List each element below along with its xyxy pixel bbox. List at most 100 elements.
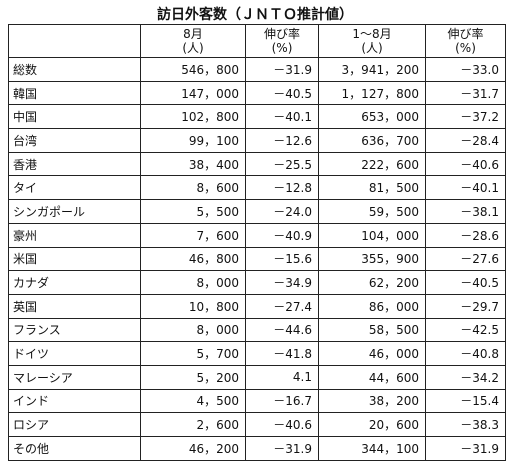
cell: －31.7	[425, 80, 506, 106]
header-line: 1～8月	[352, 27, 392, 41]
cell: －44.6	[245, 317, 319, 343]
cell: 3，941，200	[318, 57, 426, 82]
row-label: その他	[8, 436, 141, 461]
cell: 102，800	[140, 104, 246, 130]
row-label: ロシア	[8, 412, 141, 437]
cell: 46，800	[140, 246, 246, 272]
cell: 147，000	[140, 80, 246, 106]
table-row: ドイツ 5，700 －41.8 46，000 －40.8	[8, 341, 506, 366]
row-label: タイ	[8, 175, 141, 201]
row-label: 米国	[8, 246, 141, 272]
cell: －34.9	[245, 270, 319, 295]
cell: －31.9	[245, 57, 319, 82]
table: 8月 (人) 伸び率 (%) 1～8月 (人) 伸び率 (%) 総数 546，800 －31.9 3…	[8, 24, 506, 461]
cell: 81，500	[318, 175, 426, 201]
cell: －42.5	[425, 317, 506, 343]
cell: 38，200	[318, 388, 426, 414]
row-label: 英国	[8, 293, 141, 319]
cell: 104，000	[318, 222, 426, 248]
header-line: 8月	[183, 27, 203, 41]
row-label: シンガポール	[8, 199, 141, 224]
table-row: 中国 102，800 －40.1 653，000 －37.2	[8, 104, 506, 130]
cell: 20，600	[318, 412, 426, 437]
cell: 86，000	[318, 293, 426, 319]
cell: －24.0	[245, 199, 319, 224]
cell: 2，600	[140, 412, 246, 437]
cell: 546，800	[140, 57, 246, 82]
cell: 8，000	[140, 270, 246, 295]
row-label: ドイツ	[8, 341, 141, 366]
cell: －31.9	[245, 436, 319, 461]
row-label: 台湾	[8, 128, 141, 153]
cell: 8，000	[140, 317, 246, 343]
row-label: 総数	[8, 57, 141, 82]
table-row: 英国 10，800 －27.4 86，000 －29.7	[8, 293, 506, 319]
header-line: (%)	[455, 41, 476, 55]
cell: －16.7	[245, 388, 319, 414]
header-cell: 8月 (人)	[140, 24, 246, 58]
cell: 5，700	[140, 341, 246, 366]
cell: －40.8	[425, 341, 506, 366]
cell: －12.6	[245, 128, 319, 153]
cell: 5，200	[140, 364, 246, 390]
header-row: 8月 (人) 伸び率 (%) 1～8月 (人) 伸び率 (%)	[8, 24, 506, 58]
cell: －33.0	[425, 57, 506, 82]
cell: 636，700	[318, 128, 426, 153]
cell: －31.9	[425, 436, 506, 461]
cell: 99，100	[140, 128, 246, 153]
cell: 38，400	[140, 151, 246, 177]
table-row: インド 4，500 －16.7 38，200 －15.4	[8, 388, 506, 414]
row-label: カナダ	[8, 270, 141, 295]
cell: －40.6	[245, 412, 319, 437]
cell: －34.2	[425, 364, 506, 390]
cell: －29.7	[425, 293, 506, 319]
cell: 4.1	[245, 364, 319, 390]
table-row: その他 46，200 －31.9 344，100 －31.9	[8, 436, 506, 461]
row-label: 豪州	[8, 222, 141, 248]
table-row: タイ 8，600 －12.8 81，500 －40.1	[8, 175, 506, 201]
table-body: 総数 546，800 －31.9 3，941，200 －33.0 韓国 147，000 －40…	[8, 57, 506, 461]
cell: －25.5	[245, 151, 319, 177]
table-row: シンガポール 5，500 －24.0 59，500 －38.1	[8, 199, 506, 224]
header-cell: 伸び率 (%)	[245, 24, 319, 58]
cell: －40.6	[425, 151, 506, 177]
cell: －38.3	[425, 412, 506, 437]
row-label: インド	[8, 388, 141, 414]
header-line: 伸び率	[263, 27, 300, 41]
cell: －28.4	[425, 128, 506, 153]
cell: 46，200	[140, 436, 246, 461]
cell: 44，600	[318, 364, 426, 390]
cell: －38.1	[425, 199, 506, 224]
row-label: 香港	[8, 151, 141, 177]
table-row: ロシア 2，600 －40.6 20，600 －38.3	[8, 412, 506, 437]
table-row: 総数 546，800 －31.9 3，941，200 －33.0	[8, 57, 506, 82]
cell: 46，000	[318, 341, 426, 366]
header-cell: 1～8月 (人)	[318, 24, 426, 58]
table-row: 香港 38，400 －25.5 222，600 －40.6	[8, 151, 506, 177]
cell: －37.2	[425, 104, 506, 130]
cell: －40.5	[245, 80, 319, 106]
header-cell: 伸び率 (%)	[425, 24, 506, 58]
cell: －27.6	[425, 246, 506, 272]
cell: 5，500	[140, 199, 246, 224]
header-cell	[8, 24, 141, 58]
header-line: (人)	[361, 41, 383, 55]
cell: 653，000	[318, 104, 426, 130]
cell: 7，600	[140, 222, 246, 248]
cell: 58，500	[318, 317, 426, 343]
cell: －40.9	[245, 222, 319, 248]
cell: 344，100	[318, 436, 426, 461]
row-label: 韓国	[8, 80, 141, 106]
cell: 62，200	[318, 270, 426, 295]
row-label: マレーシア	[8, 364, 141, 390]
header-line: 伸び率	[447, 27, 484, 41]
table-row: 豪州 7，600 －40.9 104，000 －28.6	[8, 222, 506, 248]
cell: 222，600	[318, 151, 426, 177]
table-row: 台湾 99，100 －12.6 636，700 －28.4	[8, 128, 506, 153]
cell: －15.6	[245, 246, 319, 272]
title: 訪日外客数（ＪＮＴＯ推計値）	[157, 7, 353, 23]
cell: －40.1	[425, 175, 506, 201]
cell: －40.1	[245, 104, 319, 130]
cell: －40.5	[425, 270, 506, 295]
